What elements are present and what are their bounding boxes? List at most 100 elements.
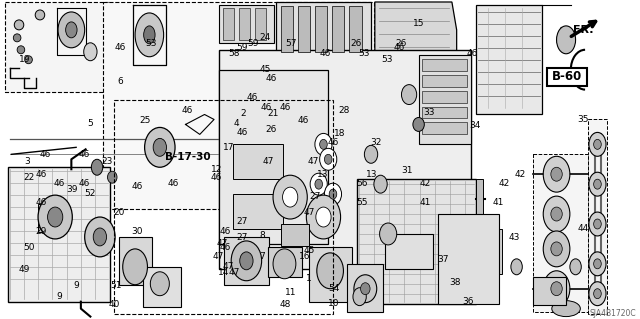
Text: 31: 31: [401, 166, 412, 175]
Bar: [422, 122, 467, 134]
Ellipse shape: [589, 172, 606, 196]
Ellipse shape: [594, 219, 601, 229]
Text: 18: 18: [334, 129, 346, 138]
Ellipse shape: [511, 259, 522, 275]
Text: 4: 4: [234, 119, 239, 128]
Text: 26: 26: [351, 39, 362, 48]
Text: 30: 30: [131, 227, 143, 236]
Ellipse shape: [380, 223, 397, 245]
Ellipse shape: [594, 139, 601, 149]
Text: 53: 53: [381, 55, 392, 64]
Circle shape: [35, 10, 45, 20]
Text: 34: 34: [469, 121, 481, 130]
Text: 8: 8: [259, 231, 265, 240]
Text: 29: 29: [36, 227, 47, 236]
Bar: [309, 247, 352, 302]
Bar: [233, 194, 282, 229]
Text: 24: 24: [259, 33, 271, 42]
Text: 27: 27: [237, 233, 248, 242]
Bar: [588, 120, 607, 314]
Text: 46: 46: [466, 49, 477, 58]
Text: 46: 46: [182, 106, 193, 115]
Bar: [476, 179, 483, 304]
Circle shape: [17, 46, 25, 54]
Text: 46: 46: [320, 49, 332, 58]
Text: 3: 3: [24, 158, 30, 167]
Text: 46: 46: [220, 242, 231, 252]
Text: 46: 46: [78, 179, 90, 188]
Ellipse shape: [543, 156, 570, 192]
Ellipse shape: [108, 171, 117, 183]
Ellipse shape: [153, 138, 166, 156]
Text: 46: 46: [393, 42, 404, 51]
Ellipse shape: [273, 249, 296, 279]
Bar: [119, 237, 152, 285]
Text: 40: 40: [109, 300, 120, 309]
Text: 47: 47: [308, 157, 319, 166]
Text: 11: 11: [285, 288, 297, 297]
Text: 46: 46: [36, 169, 47, 179]
Text: 42: 42: [499, 179, 510, 188]
Text: 46: 46: [115, 42, 126, 51]
Ellipse shape: [282, 187, 298, 207]
Ellipse shape: [551, 282, 563, 296]
Text: 1: 1: [307, 274, 312, 283]
Bar: [223, 237, 269, 285]
Text: 47: 47: [262, 157, 273, 166]
Circle shape: [25, 56, 33, 64]
Bar: [419, 55, 471, 145]
Text: 17: 17: [223, 143, 234, 152]
Text: 10: 10: [328, 299, 339, 308]
Bar: [143, 267, 180, 307]
Bar: [38, 204, 57, 232]
Ellipse shape: [316, 207, 331, 227]
Text: 47: 47: [223, 262, 234, 271]
Ellipse shape: [143, 26, 155, 44]
Circle shape: [14, 20, 24, 30]
Text: 47: 47: [216, 239, 228, 249]
Text: 46: 46: [261, 103, 273, 112]
Ellipse shape: [589, 282, 606, 306]
Text: 46: 46: [237, 128, 248, 137]
Text: 58: 58: [228, 49, 240, 58]
Text: SJA4B1720C: SJA4B1720C: [590, 309, 636, 318]
Bar: [349, 6, 362, 52]
Ellipse shape: [231, 241, 262, 281]
Text: 55: 55: [356, 198, 368, 207]
Text: 23: 23: [101, 157, 112, 166]
Polygon shape: [375, 2, 457, 94]
Text: 54: 54: [328, 284, 339, 293]
Text: B-60: B-60: [552, 70, 582, 83]
Ellipse shape: [145, 127, 175, 167]
Bar: [385, 234, 433, 269]
Bar: [438, 214, 499, 304]
Bar: [422, 75, 467, 87]
Text: 26: 26: [395, 39, 406, 48]
Bar: [476, 5, 542, 115]
Text: 49: 49: [19, 265, 30, 274]
Bar: [255, 8, 266, 40]
Ellipse shape: [319, 139, 327, 149]
Text: 16: 16: [299, 252, 310, 261]
Text: 46: 46: [247, 93, 259, 102]
Text: 9: 9: [57, 293, 63, 301]
Text: 39: 39: [66, 185, 77, 194]
Bar: [239, 8, 250, 40]
Bar: [281, 224, 309, 246]
Bar: [422, 107, 467, 118]
Text: 48: 48: [279, 300, 291, 309]
Ellipse shape: [329, 189, 337, 199]
Ellipse shape: [315, 179, 323, 189]
Text: 21: 21: [267, 109, 278, 118]
Ellipse shape: [317, 253, 344, 289]
Ellipse shape: [324, 183, 342, 205]
Text: 6: 6: [118, 78, 124, 86]
Text: 46: 46: [131, 182, 143, 191]
Ellipse shape: [551, 167, 563, 181]
Ellipse shape: [93, 228, 106, 246]
Ellipse shape: [557, 26, 575, 54]
Bar: [422, 91, 467, 102]
Text: 26: 26: [265, 125, 276, 134]
Text: FR.: FR.: [573, 25, 593, 35]
Bar: [219, 5, 274, 43]
